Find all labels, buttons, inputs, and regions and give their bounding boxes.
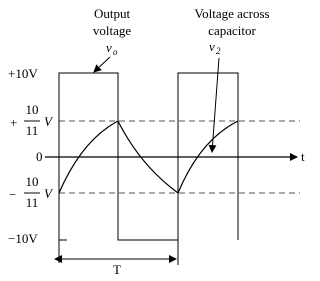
time-axis-label: t [301,149,305,164]
output-subscript: o [113,47,118,57]
output-symbol: v [106,40,112,55]
fraction-denominator: 11 [26,195,39,210]
capacitor-subscript: 2 [216,46,221,56]
output-square-wave [58,72,239,263]
fraction-numerator: 10 [26,102,39,117]
pointer-arrow [208,57,220,153]
level-label: +10V [8,66,38,81]
output-label: voltage [93,23,131,38]
level-sign: − [9,187,16,202]
level-sign: + [10,115,17,130]
level-label: −10V [8,231,38,246]
capacitor-wave [58,120,239,194]
level-unit: V [44,186,54,201]
fraction-denominator: 11 [26,123,39,138]
period-label: T [113,262,121,277]
capacitor-label: Voltage across [194,6,269,21]
capacitor-symbol: v [209,39,215,54]
zero-label: 0 [36,149,43,164]
fraction-numerator: 10 [26,174,39,189]
level-unit: V [44,114,54,129]
output-label: Output [94,6,131,21]
diagram: t T +10V + 10 11 V 0 − 10 11 V −10V Outp… [8,6,305,277]
pointer-arrow [93,56,111,73]
capacitor-label: capacitor [208,23,256,38]
